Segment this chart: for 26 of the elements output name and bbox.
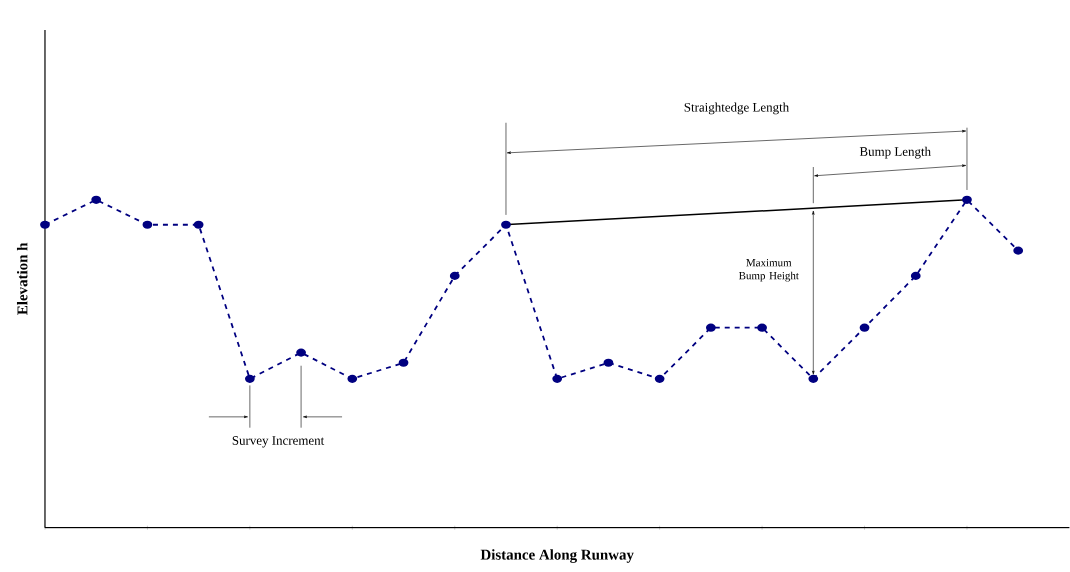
point bbox=[552, 374, 563, 384]
text: Bump Length bbox=[859, 146, 931, 159]
point bbox=[449, 271, 460, 281]
point bbox=[962, 195, 972, 205]
y-axis-title: Elevation h bbox=[16, 242, 28, 316]
point bbox=[757, 323, 767, 332]
point bbox=[603, 358, 614, 368]
point bbox=[193, 220, 204, 229]
point bbox=[347, 374, 358, 384]
point bbox=[1013, 246, 1024, 255]
point bbox=[808, 374, 819, 384]
point bbox=[40, 220, 50, 229]
point bbox=[654, 374, 665, 384]
point bbox=[501, 220, 511, 229]
x-axis-title: Distance Along Runway bbox=[480, 549, 634, 564]
point bbox=[398, 358, 409, 368]
annotation: Survey Increment bbox=[232, 436, 325, 448]
point bbox=[910, 271, 921, 281]
point bbox=[91, 195, 102, 205]
point bbox=[142, 220, 153, 229]
annotation: Maximum Bump Height bbox=[738, 259, 799, 282]
point bbox=[705, 323, 716, 332]
point bbox=[244, 374, 255, 384]
point bbox=[859, 323, 870, 332]
text: Straightedge Length bbox=[684, 102, 789, 115]
point bbox=[296, 348, 306, 357]
